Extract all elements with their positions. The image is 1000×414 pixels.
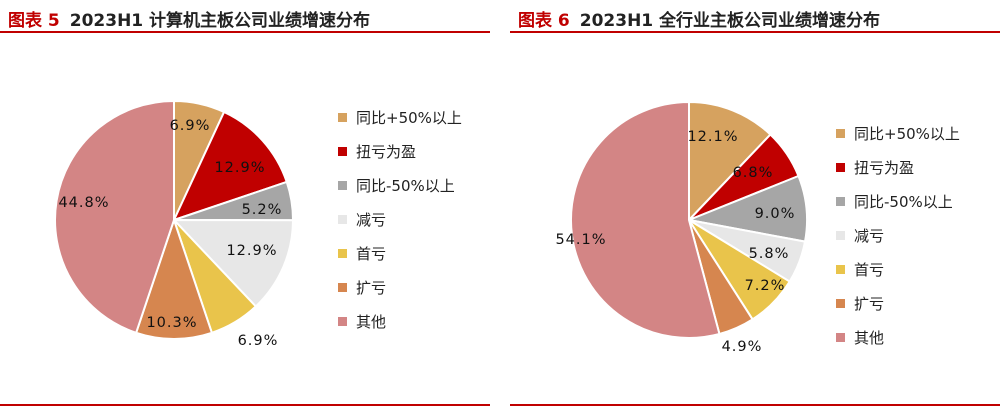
legend-item: 扭亏为盈 xyxy=(338,134,462,168)
slice-label: 5.2% xyxy=(242,202,283,218)
chart-panel-left: 图表 5 2023H1 计算机主板公司业绩增速分布 6.9% 12.9% 5.2% 12… xyxy=(0,0,490,414)
legend-item: 其他 xyxy=(836,320,960,354)
slice-label: 7.2% xyxy=(745,278,786,294)
legend-item: 扩亏 xyxy=(338,270,462,304)
slice-label: 12.9% xyxy=(214,160,265,176)
legend-label: 同比-50%以上 xyxy=(356,176,455,195)
legend-swatch xyxy=(338,146,347,156)
slice-label: 4.9% xyxy=(722,339,763,355)
legend-swatch xyxy=(338,316,347,326)
chart-title-right: 图表 6 2023H1 全行业主板公司业绩增速分布 xyxy=(518,6,880,31)
pie-slice xyxy=(134,216,214,340)
slice-label: 44.8% xyxy=(58,195,109,211)
bottom-rule xyxy=(510,404,1000,406)
legend-swatch xyxy=(836,332,845,342)
slice-label: 12.1% xyxy=(687,129,738,145)
legend-label: 同比-50%以上 xyxy=(854,192,953,211)
legend-label: 其他 xyxy=(356,312,387,331)
legend-label: 首亏 xyxy=(854,260,885,279)
legend-swatch xyxy=(836,264,845,274)
legend-item: 扩亏 xyxy=(836,286,960,320)
slice-label: 5.8% xyxy=(749,246,790,262)
pie-slice xyxy=(688,100,772,223)
slice-label: 6.9% xyxy=(170,118,211,134)
legend-label: 首亏 xyxy=(356,244,387,263)
slice-label: 6.8% xyxy=(733,165,774,181)
legend-swatch xyxy=(836,298,845,308)
legend-label: 同比+50%以上 xyxy=(356,108,462,127)
chart-title-left: 图表 5 2023H1 计算机主板公司业绩增速分布 xyxy=(8,6,370,31)
slice-label: 6.9% xyxy=(238,333,279,349)
legend-item: 减亏 xyxy=(338,202,462,236)
legend-label: 扩亏 xyxy=(356,278,387,297)
legend-label: 扩亏 xyxy=(854,294,885,313)
pie-chart-right: 12.1% 6.8% 9.0% 5.8% 7.2% 4.9% 54.1% xyxy=(555,100,808,355)
pie-slice xyxy=(570,100,721,339)
legend-swatch xyxy=(338,180,347,190)
legend-swatch xyxy=(338,248,347,258)
slice-label: 9.0% xyxy=(755,206,796,222)
legend-label: 减亏 xyxy=(854,226,885,245)
slice-label: 10.3% xyxy=(146,315,197,331)
slice-label: 54.1% xyxy=(555,232,606,248)
legend-right: 同比+50%以上 扭亏为盈同比-50%以上 减亏首亏扩亏其他 xyxy=(836,116,960,354)
legend-item: 首亏 xyxy=(338,236,462,270)
pie-slice xyxy=(172,110,289,222)
legend-swatch xyxy=(836,128,845,138)
legend-item: 同比+50%以上 xyxy=(836,116,960,150)
title-rule xyxy=(510,31,1000,33)
title-rule xyxy=(0,31,490,33)
legend-item: 同比-50%以上 xyxy=(338,168,462,202)
legend-swatch xyxy=(338,282,347,292)
figure-label: 图表 6 xyxy=(518,11,570,31)
legend-swatch xyxy=(338,214,347,224)
legend-item: 其他 xyxy=(338,304,462,338)
legend-left: 同比+50%以上 扭亏为盈同比-50%以上 减亏首亏扩亏其他 xyxy=(338,100,462,338)
legend-label: 扭亏为盈 xyxy=(854,158,915,177)
legend-item: 扭亏为盈 xyxy=(836,150,960,184)
pie-slice xyxy=(171,218,295,308)
chart-title-text: 2023H1 全行业主板公司业绩增速分布 xyxy=(579,11,881,31)
slice-label: 12.9% xyxy=(226,243,277,259)
legend-swatch xyxy=(338,112,347,122)
pie-chart-left: 6.9% 12.9% 5.2% 12.9% 6.9% 10.3% 44.8% xyxy=(54,99,295,349)
legend-swatch xyxy=(836,162,845,172)
legend-label: 减亏 xyxy=(356,210,387,229)
legend-item: 同比-50%以上 xyxy=(836,184,960,218)
pie-slice xyxy=(54,99,175,335)
legend-label: 扭亏为盈 xyxy=(356,142,417,161)
legend-item: 首亏 xyxy=(836,252,960,286)
legend-label: 同比+50%以上 xyxy=(854,124,960,143)
bottom-rule xyxy=(0,404,490,406)
legend-item: 同比+50%以上 xyxy=(338,100,462,134)
legend-item: 减亏 xyxy=(836,218,960,252)
legend-swatch xyxy=(836,230,845,240)
legend-swatch xyxy=(836,196,845,206)
chart-panel-right: 图表 6 2023H1 全行业主板公司业绩增速分布 12.1% 6.8% 9.0% 5.… xyxy=(510,0,1000,414)
figure-label: 图表 5 xyxy=(8,11,60,31)
chart-title-text: 2023H1 计算机主板公司业绩增速分布 xyxy=(69,11,371,31)
legend-label: 其他 xyxy=(854,328,885,347)
